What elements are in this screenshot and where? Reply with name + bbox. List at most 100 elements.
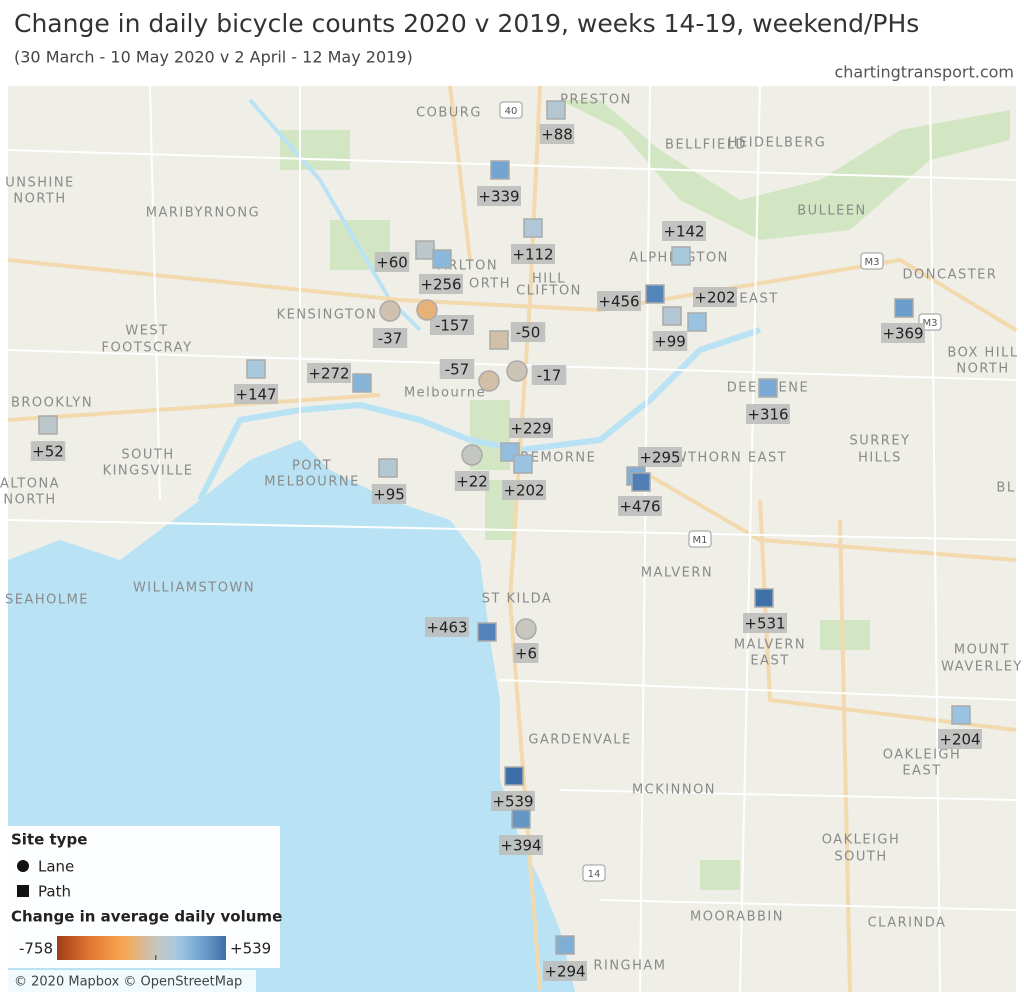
place-label: MARIBYRNONG [146,206,260,221]
site-path [504,766,524,786]
site-path [246,359,266,379]
place-label: NORTH [3,493,56,508]
place-label: NORTH [956,362,1009,377]
place-label: MCKINNON [632,783,716,798]
legend-max: +539 [230,940,271,958]
place-label: UNSHINE [5,176,75,191]
site-label: +256 [420,276,461,294]
site-label-bg [597,291,641,311]
site-label: +531 [744,615,785,633]
site-label-bg [543,961,587,981]
place-labels: COBURGPRESTONBELLFIELDHEIDELBERGUNSHINEN… [0,93,1023,974]
site-path [687,312,707,332]
site-label: -17 [537,367,562,385]
site-label: +456 [598,293,639,311]
site-path [758,378,778,398]
place-label: MELBOURNE [264,475,360,490]
road-shield-label: M3 [923,318,938,329]
site-label: +294 [544,963,585,981]
place-label: BROOKLYN [11,396,93,411]
site-label: +99 [654,333,686,351]
site-label: +22 [456,473,488,491]
place-label: SURREY [850,434,911,449]
place-label: Melbourne [404,386,486,401]
legend-color-title: Change in average daily volume [11,908,282,926]
site-label: +202 [503,482,544,500]
place-label: GARDENVALE [528,733,631,748]
site-label-bg [539,124,575,144]
place-label: MALVERN [641,566,713,581]
site-path [555,935,575,955]
site-label: +316 [747,406,788,424]
place-label: WEST [125,324,168,339]
site-label: +88 [541,126,573,144]
place-label: CLIFTON [516,284,582,299]
place-label: SOUTH [834,850,887,865]
road-shield [688,530,712,548]
site-label: +463 [426,619,467,637]
site-path [546,100,566,120]
place-label: KINGSVILLE [103,464,194,479]
site-label: +95 [373,486,405,504]
site-label-bg [513,643,539,663]
road-shield [499,101,523,119]
place-label: MOORABBIN [690,910,784,925]
site-label: +272 [308,365,349,383]
place-label: EAST [902,764,941,779]
legend-circle [17,860,29,872]
place-label: BL [996,481,1015,496]
road-shield-label: 14 [588,869,601,880]
site-label: +476 [619,498,660,516]
place-label: SEAHOLME [5,593,89,608]
site-label: +295 [639,449,680,467]
site-label-bg [439,359,475,379]
site-path [477,622,497,642]
road-shields: 40 M3 M3 M1 14 [499,101,942,882]
site-lane [515,618,537,640]
place-label: CLARINDA [868,916,947,931]
attribution: © 2020 Mapbox © OpenStreetMap [14,975,242,990]
place-label: MALVERN [734,638,806,653]
attribution-bg [8,970,256,992]
site-path [511,809,531,829]
place-label: WAVERLEY [941,660,1023,675]
site-label-bg [510,322,546,342]
site-label-bg [307,363,351,383]
site-label: +52 [32,443,64,461]
site-label-bg [743,613,787,633]
place-label: HILL [532,272,566,287]
site-label-bg [746,404,790,424]
site-label-bg [234,384,278,404]
place-label: OAKLEIGH [822,833,901,848]
site-path [490,160,510,180]
place-label: RINGHAM [593,959,666,974]
site-label-bg [638,447,682,467]
site-label: +60 [376,254,408,272]
site-path [432,249,452,269]
place-label: DONCASTER [903,268,998,283]
site-path [523,218,543,238]
site-label-bg [662,221,706,241]
site-path [352,373,372,393]
site-label-bg [430,315,474,335]
place-label: EAST [750,654,789,669]
site-label-bg [419,274,463,294]
subtitle: (30 March - 10 May 2020 v 2 April - 12 M… [14,48,413,67]
place-label: NORTH [13,192,66,207]
site-path [513,454,533,474]
place-label: HEIDELBERG [728,136,827,151]
road-shield-label: 40 [505,106,518,117]
place-label: ORTH [469,277,511,292]
legend: Site type Lane Path Change in average da… [8,826,282,968]
site-label: +6 [515,645,537,663]
place-label: KENSINGTON [277,308,378,323]
site-label: +147 [235,386,276,404]
place-label: BOX HILL [947,346,1018,361]
site-lane [379,300,401,322]
site-label: -50 [516,324,541,342]
legend-shape-title: Site type [11,831,87,849]
site-label-bg [881,323,925,343]
site-label-bg [454,471,490,491]
